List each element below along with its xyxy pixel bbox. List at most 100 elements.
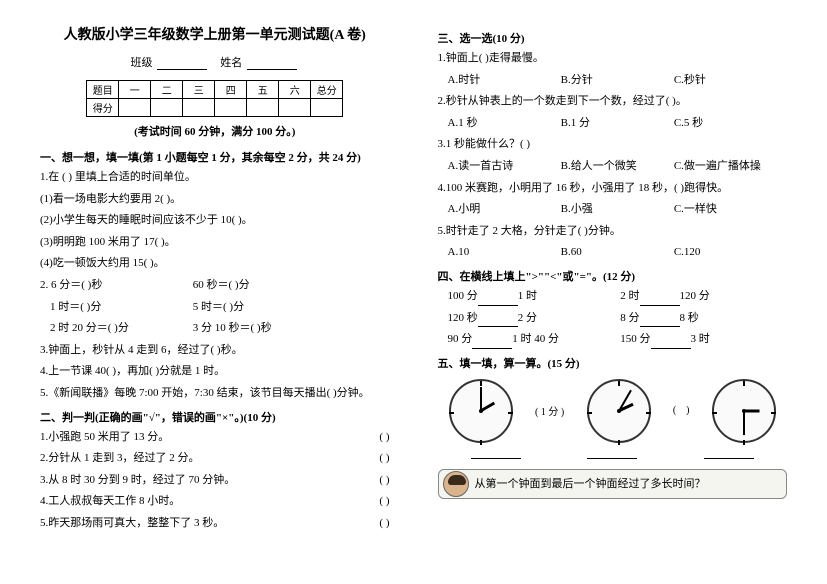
s1-q2e: 2 时 20 分＝( )分 [50, 320, 190, 338]
score-cell [119, 99, 151, 117]
clock-row: ( 1 分 ) ( ) [438, 379, 788, 443]
score-cell [247, 99, 279, 117]
score-cell [215, 99, 247, 117]
s4-r2d: 8 秒 [680, 312, 699, 324]
blank [640, 294, 680, 306]
gap-label-1: ( 1 分 ) [535, 403, 564, 418]
s3-q3: 3.1 秒能做什么？( ) [438, 136, 788, 154]
s4-row1: 100 分1 时 2 时120 分 [438, 288, 788, 306]
score-h2: 二 [151, 81, 183, 99]
blank [704, 447, 754, 459]
s4-r2b: 2 分 [518, 312, 537, 324]
s1-q1a: (1)看一场电影大约要用 2( )。 [40, 191, 390, 209]
section5-head: 五、填一填，算一算。(15 分) [438, 355, 788, 371]
blank [478, 315, 518, 327]
score-cell [279, 99, 311, 117]
opt-b: B.60 [561, 244, 674, 262]
s3-q1: 1.钟面上( )走得最慢。 [438, 50, 788, 68]
clock-icon [587, 379, 651, 443]
table-row: 得分 [87, 99, 343, 117]
score-h6: 六 [279, 81, 311, 99]
blank [640, 315, 680, 327]
score-cell [151, 99, 183, 117]
s1-q4: 4.上一节课 40( )，再加( )分就是 1 时。 [40, 363, 390, 381]
s4-r3a: 90 分 [448, 333, 473, 345]
blank [471, 447, 521, 459]
opt-c: C.120 [674, 244, 787, 262]
opt-c: C.一样快 [674, 201, 787, 219]
s4-r1b: 1 时 [518, 290, 537, 302]
blank [651, 337, 691, 349]
s2-q5: 5.昨天那场雨可真大，整整下了 3 秒。 [40, 515, 390, 533]
callout-text: 从第一个钟面到最后一个钟面经过了多长时间？ [475, 478, 706, 490]
section1-head: 一、想一想，填一填(第 1 小题每空 1 分，其余每空 2 分，共 24 分) [40, 149, 390, 165]
name-label: 姓名 [220, 57, 242, 69]
opt-c: C.秒针 [674, 72, 787, 90]
s3-q3-opts: A.读一首古诗 B.给人一个微笑 C.做一遍广播体操 [438, 158, 788, 176]
s4-r3d: 3 时 [691, 333, 710, 345]
s3-q5-opts: A.10 B.60 C.120 [438, 244, 788, 262]
s2-q2: 2.分针从 1 走到 3，经过了 2 分。 [40, 450, 390, 468]
gap-text: 1 分 [541, 407, 559, 418]
avatar-icon [443, 471, 469, 497]
s2-q1: 1.小强跑 50 米用了 13 分。 [40, 429, 390, 447]
score-cell [311, 99, 343, 117]
page-columns: 人教版小学三年级数学上册第一单元测试题(A 卷) 班级 姓名 题目 一 二 三 … [40, 24, 787, 537]
s3-q4-opts: A.小明 B.小强 C.一样快 [438, 201, 788, 219]
s1-q1c: (3)明明跑 100 米用了 17( )。 [40, 234, 390, 252]
opt-a: A.读一首古诗 [448, 158, 561, 176]
s2-q3: 3.从 8 时 30 分到 9 时，经过了 70 分钟。 [40, 472, 390, 490]
s1-q3: 3.钟面上，秒针从 4 走到 6，经过了( )秒。 [40, 342, 390, 360]
s1-q2c: 1 时＝( )分 [50, 299, 190, 317]
section2-head: 二、判一判(正确的画"√"，错误的画"×"。)(10 分) [40, 409, 390, 425]
right-column: 三、选一选(10 分) 1.钟面上( )走得最慢。 A.时针 B.分针 C.秒针… [438, 24, 788, 537]
score-h3: 三 [183, 81, 215, 99]
score-h0: 题目 [87, 81, 119, 99]
s4-r2c: 8 分 [620, 312, 639, 324]
opt-a: A.小明 [448, 201, 561, 219]
s4-r3c: 150 分 [620, 333, 650, 345]
table-row: 题目 一 二 三 四 五 六 总分 [87, 81, 343, 99]
opt-c: C.5 秒 [674, 115, 787, 133]
score-h7: 总分 [311, 81, 343, 99]
s4-r1c: 2 时 [620, 290, 639, 302]
score-h4: 四 [215, 81, 247, 99]
s4-r2a: 120 秒 [448, 312, 478, 324]
opt-b: B.小强 [561, 201, 674, 219]
s1-q2b: 60 秒＝( )分 [193, 279, 250, 291]
clock-blanks [438, 447, 788, 459]
left-column: 人教版小学三年级数学上册第一单元测试题(A 卷) 班级 姓名 题目 一 二 三 … [40, 24, 390, 537]
s3-q2-opts: A.1 秒 B.1 分 C.5 秒 [438, 115, 788, 133]
s1-q2-row3: 2 时 20 分＝( )分 3 分 10 秒＝( )秒 [40, 320, 390, 338]
s3-q5: 5.时针走了 2 大格，分针走了( )分钟。 [438, 223, 788, 241]
blank [587, 447, 637, 459]
opt-b: B.1 分 [561, 115, 674, 133]
s3-q1-opts: A.时针 B.分针 C.秒针 [438, 72, 788, 90]
s1-q2a: 2. 6 分＝( )秒 [40, 277, 190, 295]
s1-q1b: (2)小学生每天的睡眠时间应该不少于 10( )。 [40, 212, 390, 230]
opt-c: C.做一遍广播体操 [674, 158, 787, 176]
clock-icon [712, 379, 776, 443]
score-row-label: 得分 [87, 99, 119, 117]
s3-q4: 4.100 米赛跑，小明用了 16 秒，小强用了 18 秒，( )跑得快。 [438, 180, 788, 198]
exam-note: (考试时间 60 分钟，满分 100 分。) [40, 123, 390, 139]
s1-q5: 5.《新闻联播》每晚 7:00 开始，7:30 结束，该节目每天播出( )分钟。 [40, 385, 390, 403]
blank [472, 337, 512, 349]
s4-row2: 120 秒 2 分 8 分 8 秒 [438, 310, 788, 328]
s4-row3: 90 分 1 时 40 分 150 分 3 时 [438, 331, 788, 349]
clock-icon [449, 379, 513, 443]
section4-head: 四、在横线上填上">""<"或"="。(12 分) [438, 268, 788, 284]
s1-q1: 1.在 ( ) 里填上合适的时间单位。 [40, 169, 390, 187]
score-h5: 五 [247, 81, 279, 99]
name-line: 班级 姓名 [40, 54, 390, 70]
gap-label-2: ( ) [673, 405, 690, 416]
s1-q2f: 3 分 10 秒＝( )秒 [193, 322, 272, 334]
s4-r1a: 100 分 [448, 290, 478, 302]
page-title: 人教版小学三年级数学上册第一单元测试题(A 卷) [40, 24, 390, 44]
s3-q2: 2.秒针从钟表上的一个数走到下一个数，经过了( )。 [438, 93, 788, 111]
s4-r3b: 1 时 40 分 [512, 333, 559, 345]
blank [478, 294, 518, 306]
score-cell [183, 99, 215, 117]
s1-q2-row2: 1 时＝( )分 5 时＝( )分 [40, 299, 390, 317]
score-table: 题目 一 二 三 四 五 六 总分 得分 [86, 80, 343, 117]
